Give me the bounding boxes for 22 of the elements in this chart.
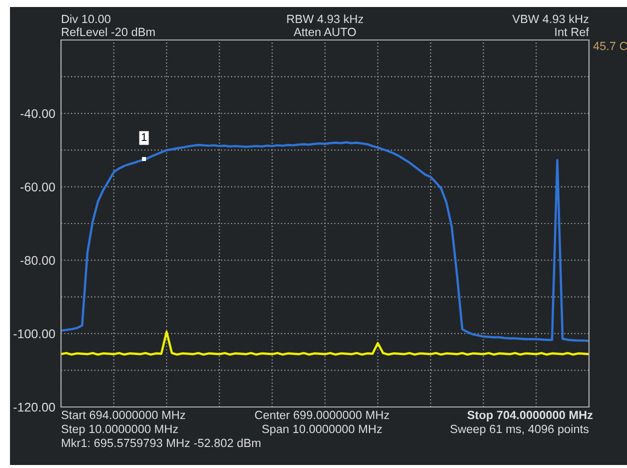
text: Step 10.0000000 MHz (62, 424, 178, 436)
text: RefLevel -20 dBm (62, 28, 155, 36)
annotation: 1 (142, 133, 147, 141)
text: RBW 4.93 kHz (287, 14, 364, 24)
text: Atten AUTO (294, 28, 356, 36)
text: Center 699.0000000 MHz (255, 410, 390, 420)
text: Mkr1: 695.5759793 MHz -52.802 dBm (62, 438, 260, 448)
text: Div 10.00 (62, 14, 110, 24)
line-series (61, 141, 589, 342)
y-tick-label: -40.00 (20, 109, 55, 118)
y-tick-label: -80.00 (20, 256, 55, 265)
text: Span 10.0000000 MHz (262, 424, 382, 436)
y-tick-label: -60.00 (20, 182, 55, 192)
line-series (61, 330, 589, 356)
text: 45.7 C (593, 42, 627, 50)
y-tick-label: -100.00 (14, 329, 55, 338)
text: VBW 4.93 kHz (512, 14, 588, 24)
text: Int Ref (555, 28, 590, 36)
text: Stop 704.0000000 MHz (467, 410, 593, 422)
text: Start 694.0000000 MHz (62, 410, 186, 420)
text: Sweep 61 ms, 4096 points (450, 424, 589, 436)
y-tick-label: -120.00 (14, 402, 55, 412)
